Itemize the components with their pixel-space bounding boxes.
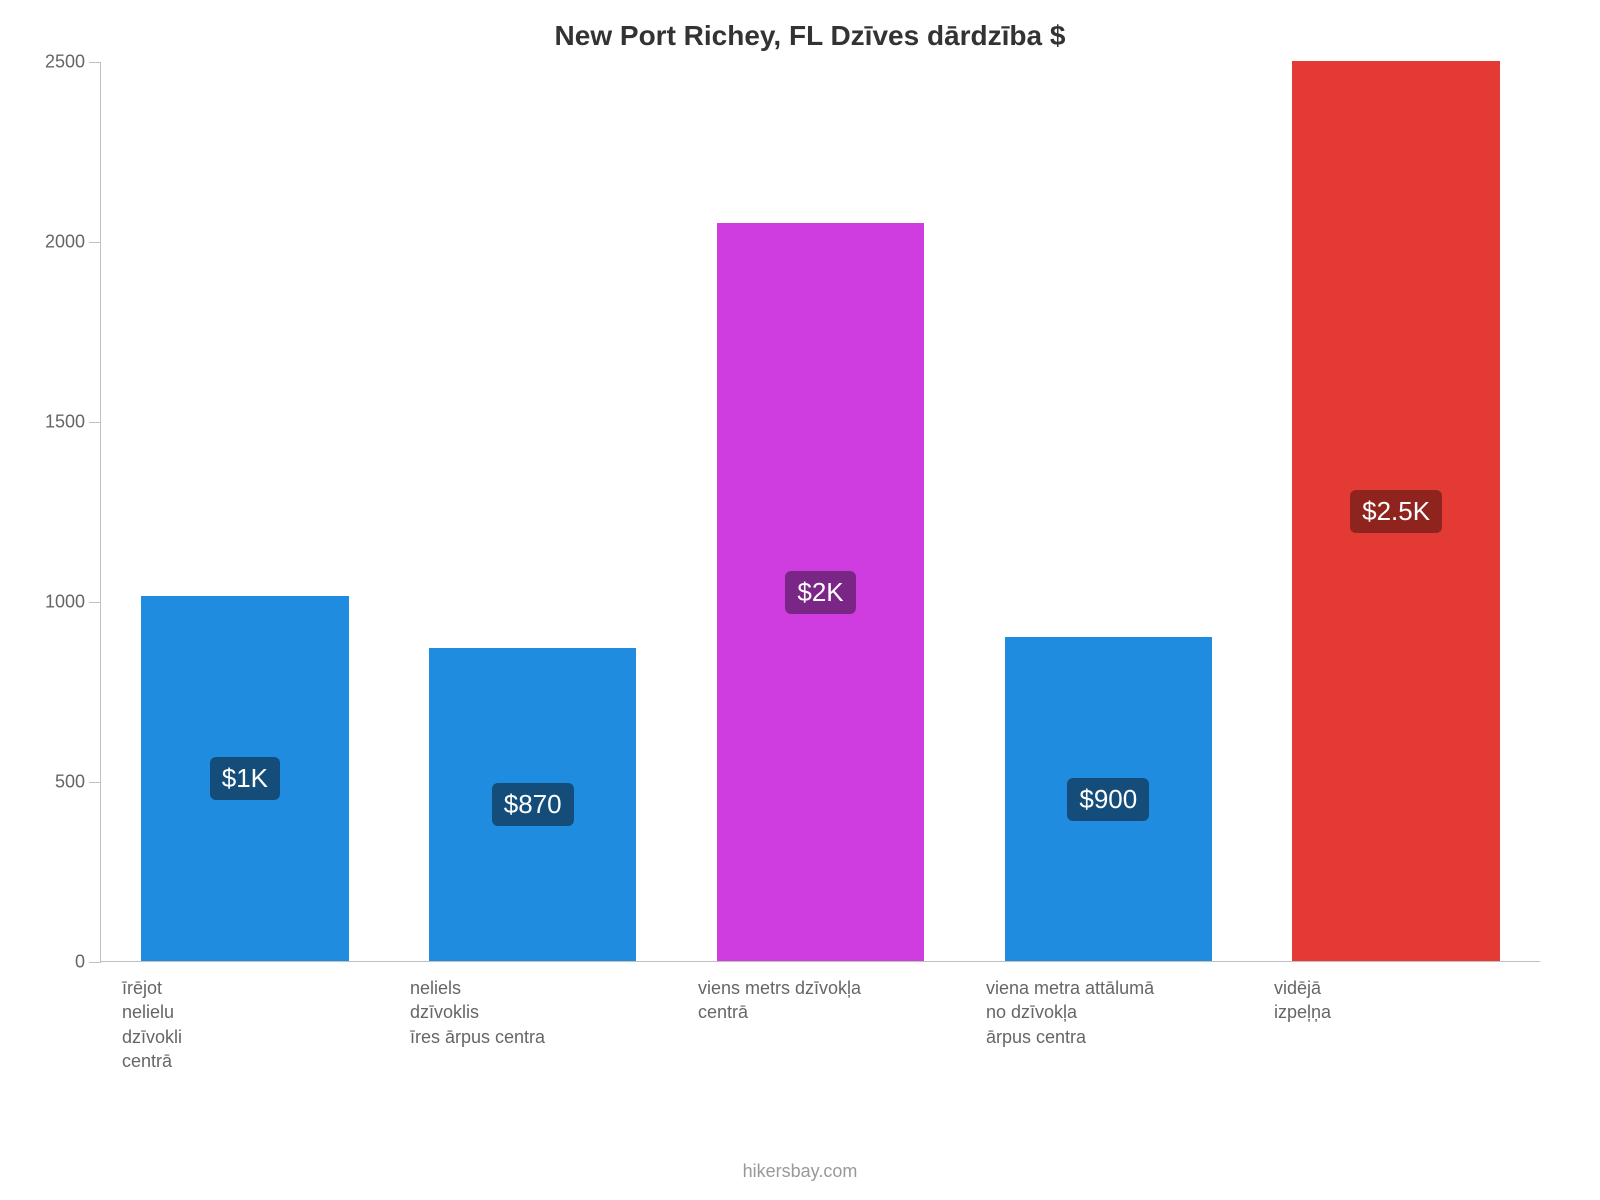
category-label: viens metrs dzīvokļacentrā	[698, 976, 888, 1025]
y-tick-label: 2000	[45, 232, 85, 253]
category-label: vidējāizpeļņa	[1274, 976, 1464, 1025]
bar-slot: $2.5K	[1252, 62, 1540, 961]
category-label: nelielsdzīvoklisīres ārpus centra	[410, 976, 600, 1049]
y-tick	[89, 602, 101, 603]
y-tick	[89, 782, 101, 783]
bar-slot: $1K	[101, 62, 389, 961]
y-tick	[89, 962, 101, 963]
bar: $2.5K	[1292, 61, 1499, 961]
category-label: viena metra attālumāno dzīvokļaārpus cen…	[986, 976, 1176, 1049]
bar: $870	[429, 648, 636, 961]
bar-slot: $870	[389, 62, 677, 961]
x-label-slot: nelielsdzīvoklisīres ārpus centra	[388, 976, 676, 1073]
y-tick-label: 1500	[45, 412, 85, 433]
y-tick	[89, 62, 101, 63]
bar-value-label: $1K	[210, 757, 280, 800]
bar-value-label: $2K	[785, 571, 855, 614]
y-tick-label: 500	[55, 772, 85, 793]
plot-area: $1K$870$2K$900$2.5K 05001000150020002500	[100, 62, 1540, 962]
bar-slot: $900	[964, 62, 1252, 961]
y-tick	[89, 422, 101, 423]
bar: $1K	[141, 596, 348, 961]
chart-title: New Port Richey, FL Dzīves dārdzība $	[80, 20, 1540, 52]
bars-group: $1K $870 $2K $900 $2.5K	[101, 62, 1540, 961]
category-label: īrējotnelieludzīvoklicentrā	[122, 976, 312, 1073]
x-label-slot: viena metra attālumāno dzīvokļaārpus cen…	[964, 976, 1252, 1073]
cost-of-living-chart: New Port Richey, FL Dzīves dārdzība $ $1…	[80, 20, 1540, 1160]
x-axis-labels: īrējotnelieludzīvoklicentrā nelielsdzīvok…	[100, 976, 1540, 1073]
x-label-slot: viens metrs dzīvokļacentrā	[676, 976, 964, 1073]
source-attribution: hikersbay.com	[0, 1161, 1600, 1182]
x-label-slot: vidējāizpeļņa	[1252, 976, 1540, 1073]
y-tick-label: 1000	[45, 592, 85, 613]
y-tick-label: 0	[75, 952, 85, 973]
bar: $2K	[717, 223, 924, 961]
bar-value-label: $870	[492, 783, 574, 826]
x-label-slot: īrējotnelieludzīvoklicentrā	[100, 976, 388, 1073]
y-tick-label: 2500	[45, 52, 85, 73]
bar-value-label: $2.5K	[1350, 490, 1442, 533]
bar-slot: $2K	[677, 62, 965, 961]
bar-value-label: $900	[1067, 778, 1149, 821]
bar: $900	[1005, 637, 1212, 961]
y-tick	[89, 242, 101, 243]
